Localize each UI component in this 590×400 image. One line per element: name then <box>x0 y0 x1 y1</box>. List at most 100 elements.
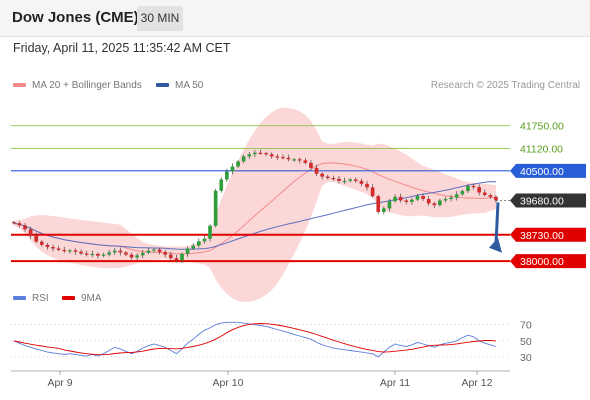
chart-datetime: Friday, April 11, 2025 11:35:42 AM CET <box>13 41 231 55</box>
candle-body <box>331 178 336 180</box>
candle <box>124 251 128 257</box>
x-tick-label: Apr 12 <box>462 377 493 389</box>
ma50-label: MA 50 <box>175 80 204 91</box>
price-label-41750.00: 41750.00 <box>520 121 564 133</box>
candle-body <box>393 196 397 202</box>
candle-body <box>157 249 162 253</box>
candle-body <box>258 152 263 154</box>
candle <box>230 163 235 175</box>
price-label-39680.00: 39680.00 <box>520 195 564 207</box>
candle-body <box>23 225 27 230</box>
candle-body <box>359 180 364 184</box>
candle-body <box>488 195 493 197</box>
candle <box>90 250 95 258</box>
candle <box>477 184 481 196</box>
candle <box>342 177 347 184</box>
candle <box>23 223 27 232</box>
candle <box>241 154 246 164</box>
candle <box>449 194 453 202</box>
x-tick-label: Apr 9 <box>47 377 72 389</box>
price-label-38730.00: 38730.00 <box>520 230 564 242</box>
candle-body <box>34 235 39 242</box>
candle-body <box>466 186 470 192</box>
candle-body <box>152 249 156 251</box>
x-tick-label: Apr 11 <box>380 377 410 389</box>
candle-body <box>309 162 313 168</box>
candle <box>51 244 55 252</box>
price-label-41120.00: 41120.00 <box>520 143 563 155</box>
candle <box>208 224 212 242</box>
candle <box>348 178 353 183</box>
candle <box>185 246 190 257</box>
candle <box>68 248 72 254</box>
candle <box>410 197 414 205</box>
candle-body <box>264 153 268 155</box>
candle <box>62 246 67 253</box>
candle <box>191 243 196 250</box>
candle <box>376 194 381 214</box>
candle <box>415 193 420 202</box>
candle-body <box>112 250 117 253</box>
candle <box>460 189 465 196</box>
research-credit: Research © 2025 Trading Central <box>430 80 580 91</box>
candle-body <box>56 248 61 250</box>
rsi-ma-line <box>13 323 497 356</box>
candle <box>11 220 16 225</box>
candle <box>84 250 89 257</box>
candle <box>482 189 487 197</box>
candle-body <box>17 223 22 226</box>
candle <box>79 249 83 255</box>
candle-body <box>79 251 83 254</box>
candle-body <box>202 238 207 242</box>
candle <box>219 177 224 193</box>
candle-body <box>438 200 442 206</box>
legend-ma20: MA 20 + Bollinger Bands <box>13 80 142 91</box>
rsi-line <box>13 321 497 358</box>
candle-body <box>337 178 341 181</box>
candle <box>135 253 139 260</box>
candle-body <box>320 173 324 177</box>
timeframe-button[interactable]: 30 MIN <box>137 6 183 31</box>
x-tick-label: Apr 10 <box>213 377 244 389</box>
candle-body <box>342 180 347 183</box>
candle-body <box>253 152 257 155</box>
candle-body <box>471 186 476 188</box>
candle <box>320 172 324 180</box>
candle-body <box>269 154 274 157</box>
ma20-swatch <box>13 83 26 88</box>
candle <box>471 183 476 190</box>
candle <box>353 177 358 183</box>
candle-body <box>197 241 201 246</box>
candle-body <box>426 199 431 204</box>
price-tag-38000.00 <box>510 254 586 269</box>
candle <box>236 160 240 168</box>
candle <box>337 176 341 184</box>
legend-ma50: MA 50 <box>156 80 203 91</box>
candle <box>101 252 106 258</box>
candle-body <box>180 253 184 261</box>
candle <box>370 184 375 198</box>
candle-body <box>415 196 420 200</box>
candle <box>404 199 409 205</box>
candle <box>152 248 156 253</box>
ma50-swatch <box>156 83 169 88</box>
candle-body <box>185 248 190 254</box>
candle-body <box>387 201 392 209</box>
candle <box>387 198 392 212</box>
price-tag-39680.00 <box>510 193 586 208</box>
candle-body <box>101 254 106 256</box>
candle <box>309 160 313 170</box>
candle-body <box>449 197 453 199</box>
candle <box>359 178 364 187</box>
candle-body <box>129 254 134 258</box>
candle-body <box>398 196 403 201</box>
candle <box>258 149 263 155</box>
candle-body <box>314 167 319 174</box>
candle-body <box>135 255 139 258</box>
candle <box>213 188 218 228</box>
candle <box>303 158 308 165</box>
candle-body <box>107 252 111 255</box>
candle-body <box>40 241 44 245</box>
rsi-ma-label: 9MA <box>81 293 102 304</box>
